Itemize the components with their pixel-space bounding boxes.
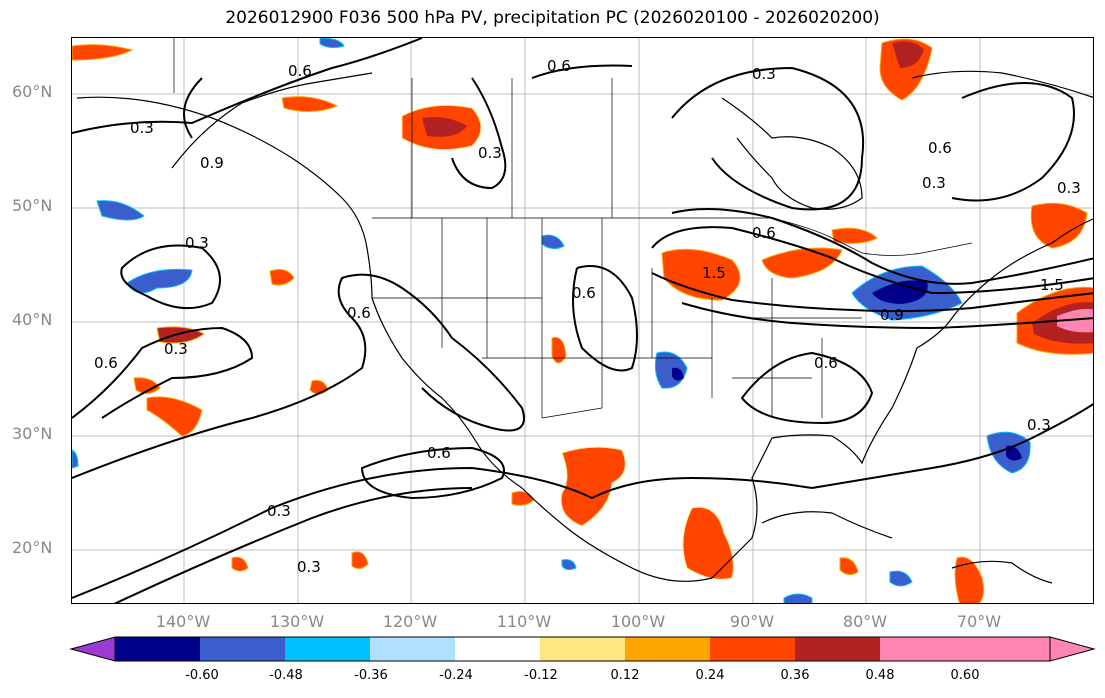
lat-label-60: 60°N xyxy=(12,82,53,101)
contour-label: 0.6 xyxy=(427,444,451,462)
colorbar xyxy=(0,630,1105,674)
contour-label: 0.6 xyxy=(814,354,838,372)
graticule xyxy=(72,38,1093,603)
colorbar-cell xyxy=(710,637,796,661)
map-svg: 0.6 0.6 0.3 0.3 0.3 0.9 0.3 0.6 0.6 0.3 … xyxy=(72,38,1093,603)
colorbar-cell xyxy=(540,637,626,661)
colorbar-tick-label: 0.60 xyxy=(950,668,980,683)
precip-negative-areas xyxy=(72,38,1031,603)
colorbar-tick-label: -0.60 xyxy=(185,668,219,683)
colorbar-tick-label: -0.48 xyxy=(269,668,303,683)
coastlines xyxy=(76,70,1093,584)
political-borders xyxy=(173,38,973,419)
colorbar-tick-label: 0.36 xyxy=(780,668,810,683)
lat-label-30: 30°N xyxy=(12,424,53,443)
colorbar-cell xyxy=(455,637,541,661)
contour-label: 0.6 xyxy=(752,224,776,242)
contour-label: 0.3 xyxy=(297,558,321,576)
contour-label: 0.6 xyxy=(94,354,118,372)
colorbar-cell xyxy=(370,637,456,661)
contour-label: 0.6 xyxy=(347,304,371,322)
colorbar-tick-label: 0.24 xyxy=(695,668,725,683)
colorbar-extend-high xyxy=(1049,636,1096,662)
colorbar-cells xyxy=(115,637,1051,661)
colorbar-tick-label: 0.48 xyxy=(865,668,895,683)
contour-label: 0.3 xyxy=(164,340,188,358)
colorbar-svg xyxy=(69,636,1096,662)
lon-label-80: 80°W xyxy=(842,612,888,631)
colorbar-tick-label: 0.12 xyxy=(610,668,640,683)
pv-contours xyxy=(72,38,1093,603)
colorbar-tick-label: -0.12 xyxy=(524,668,558,683)
contour-label: 0.6 xyxy=(572,284,596,302)
colorbar-cell xyxy=(880,637,966,661)
colorbar-outline xyxy=(114,636,1051,662)
contour-label: 0.6 xyxy=(547,57,571,75)
map-title: 2026012900 F036 500 hPa PV, precipitatio… xyxy=(225,8,880,28)
lon-label-120: 120°W xyxy=(382,612,438,631)
lat-label-40: 40°N xyxy=(12,310,53,329)
contour-label: 0.9 xyxy=(200,154,224,172)
contour-label: 0.6 xyxy=(928,139,952,157)
lon-label-140: 140°W xyxy=(155,612,211,631)
lon-label-130: 130°W xyxy=(269,612,325,631)
lon-label-100: 100°W xyxy=(610,612,666,631)
colorbar-cell xyxy=(965,637,1051,661)
colorbar-cell xyxy=(285,637,371,661)
contour-label: 1.5 xyxy=(1040,276,1064,294)
contour-label: 0.3 xyxy=(752,65,776,83)
contour-label: 0.3 xyxy=(922,174,946,192)
contour-label: 0.3 xyxy=(1027,416,1051,434)
contour-label: 0.3 xyxy=(130,119,154,137)
contour-label: 0.3 xyxy=(267,502,291,520)
colorbar-extend-low xyxy=(69,636,116,662)
contour-label: 1.5 xyxy=(702,264,726,282)
lon-label-90: 90°W xyxy=(729,612,775,631)
contour-label: 0.6 xyxy=(288,62,312,80)
colorbar-cell xyxy=(795,637,881,661)
colorbar-cell xyxy=(625,637,711,661)
contour-label: 0.9 xyxy=(880,306,904,324)
lon-label-70: 70°W xyxy=(956,612,1002,631)
precip-positive-areas xyxy=(72,38,1093,603)
contour-labels: 0.6 0.6 0.3 0.3 0.3 0.9 0.3 0.6 0.6 0.3 … xyxy=(94,57,1081,576)
lon-label-110: 110°W xyxy=(496,612,552,631)
colorbar-cell xyxy=(200,637,286,661)
contour-label: 0.3 xyxy=(185,234,209,252)
contour-label: 0.3 xyxy=(478,144,502,162)
lat-label-50: 50°N xyxy=(12,196,53,215)
contour-label: 0.3 xyxy=(1057,179,1081,197)
colorbar-tick-label: -0.24 xyxy=(439,668,473,683)
map-panel: 0.6 0.6 0.3 0.3 0.3 0.9 0.3 0.6 0.6 0.3 … xyxy=(71,37,1094,604)
colorbar-tick-label: -0.36 xyxy=(354,668,388,683)
colorbar-cell xyxy=(115,637,201,661)
lat-label-20: 20°N xyxy=(12,538,53,557)
